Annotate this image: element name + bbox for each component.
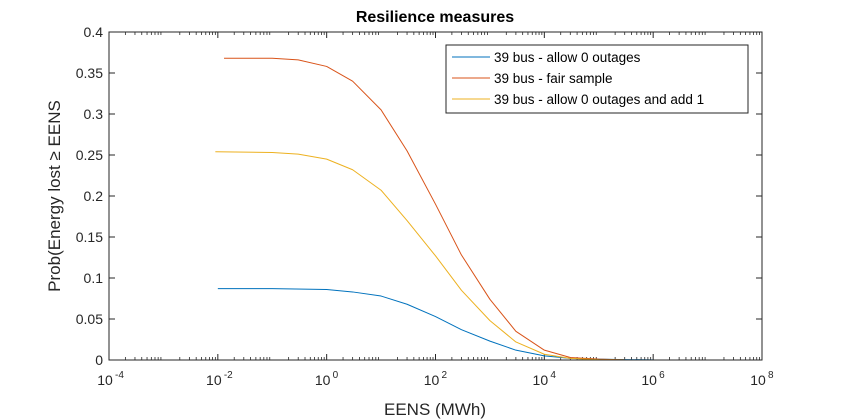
legend-label-1: 39 bus - allow 0 outages — [494, 50, 641, 65]
legend: 39 bus - allow 0 outages 39 bus - fair sa… — [445, 44, 749, 114]
series-line-3 — [215, 151, 625, 361]
y-tick-label: 0.25 — [76, 147, 103, 163]
legend-label-2: 39 bus - fair sample — [494, 71, 613, 86]
series-line-2 — [224, 57, 625, 361]
legend-label-3: 39 bus - allow 0 outages and add 1 — [494, 92, 704, 107]
y-tick-label: 0.15 — [76, 229, 103, 245]
x-tick-exponent: 8 — [768, 370, 774, 381]
x-tick-label: 10 — [750, 372, 766, 388]
x-tick-exponent: 2 — [442, 370, 448, 381]
legend-box — [445, 44, 749, 114]
y-tick-label: 0.2 — [84, 188, 104, 204]
x-tick-label: 10 — [206, 372, 222, 388]
x-tick-label: 10 — [641, 372, 657, 388]
y-tick-labels: 0 0.05 0.1 0.15 0.2 0.25 0.3 0.35 0.4 — [76, 24, 103, 368]
x-axis-label: EENS (MWh) — [384, 400, 486, 419]
chart-title: Resilience measures — [356, 9, 514, 26]
x-tick-exponent: -2 — [224, 370, 233, 381]
x-tick-exponent: 6 — [659, 370, 665, 381]
x-tick-exponent: -4 — [115, 370, 124, 381]
x-tick-label: 10 — [533, 372, 549, 388]
series-layer — [215, 57, 654, 361]
x-tick-labels: 10 -4 10 -2 10 0 10 2 10 4 10 6 10 8 — [97, 370, 774, 388]
y-tick-label: 0 — [95, 352, 103, 368]
x-tick-label: 10 — [315, 372, 331, 388]
x-tick-exponent: 4 — [550, 370, 556, 381]
y-tick-label: 0.05 — [76, 311, 103, 327]
y-axis-label: Prob(Energy lost ≥ EENS — [45, 100, 64, 292]
y-tick-label: 0.35 — [76, 65, 103, 81]
y-tick-label: 0.1 — [84, 270, 104, 286]
x-tick-label: 10 — [424, 372, 440, 388]
x-tick-exponent: 0 — [333, 370, 339, 381]
x-tick-label: 10 — [97, 372, 113, 388]
y-tick-label: 0.3 — [84, 106, 104, 122]
y-tick-label: 0.4 — [84, 24, 104, 40]
plot-frame — [108, 31, 763, 361]
